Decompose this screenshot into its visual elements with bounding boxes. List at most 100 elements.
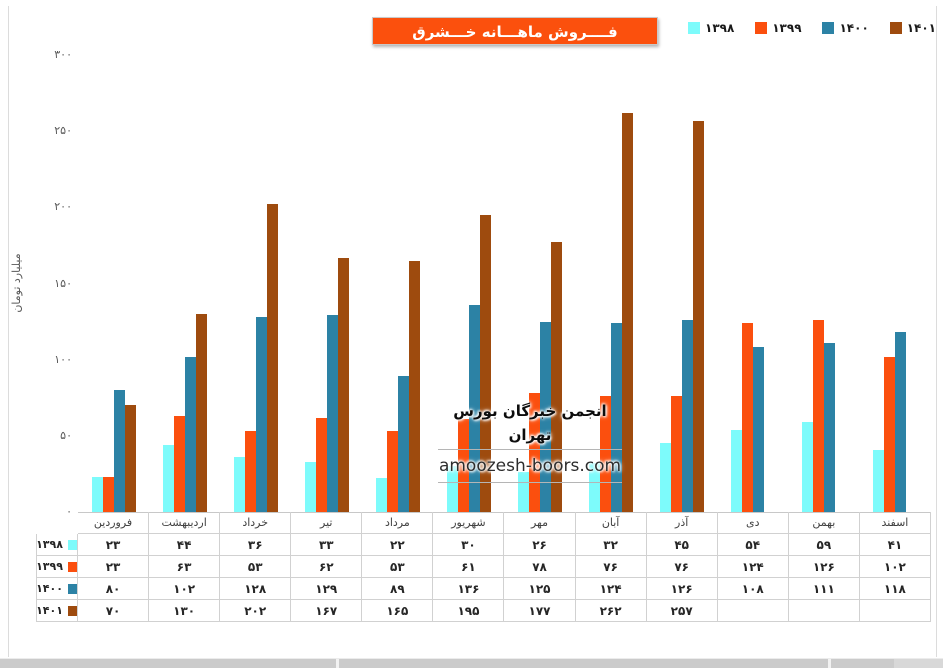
bar-3-3[interactable] (337, 257, 349, 512)
bar-1-0[interactable] (102, 476, 114, 512)
bar-3-6[interactable] (550, 242, 562, 512)
watermark: انجمن خبرگان بورس تهران amoozesh-boors.c… (438, 399, 622, 485)
bar-0-0[interactable] (91, 476, 103, 512)
bar-2-4[interactable] (397, 376, 409, 512)
bar-1-11[interactable] (884, 356, 896, 512)
bar-3-4[interactable] (408, 260, 420, 512)
bar-2-1[interactable] (184, 356, 196, 512)
bar-0-6[interactable] (517, 472, 529, 512)
legend-item-2[interactable]: ۱۴۰۰ (822, 21, 869, 35)
bar-3-2[interactable] (266, 204, 278, 512)
bottom-strip (0, 658, 943, 668)
table-cell: ۱۲۶ (646, 578, 718, 600)
bar-0-4[interactable] (375, 478, 387, 512)
bar-0-8[interactable] (660, 443, 672, 512)
table-cell: ۷۶ (575, 556, 647, 578)
table-cell: ۱۱۱ (788, 578, 860, 600)
table-year-text: ۱۴۰۰ (36, 582, 63, 595)
table-cell: ۱۳۰ (149, 600, 221, 622)
table-cell: ۵۳ (362, 556, 434, 578)
bar-0-10[interactable] (802, 422, 814, 512)
bottom-strip-right-segment (894, 659, 943, 668)
watermark-url-text: amoozesh-boors.com (438, 456, 622, 476)
bar-2-0[interactable] (113, 390, 125, 512)
bar-1-7[interactable] (600, 396, 612, 512)
bar-3-8[interactable] (693, 120, 705, 512)
table-cell (717, 600, 789, 622)
bar-2-3[interactable] (326, 315, 338, 512)
table-cell: ۷۶ (646, 556, 718, 578)
legend-item-0[interactable]: ۱۳۹۸ (688, 21, 734, 35)
bar-0-3[interactable] (304, 461, 316, 512)
table-year-label: ۱۴۰۰ (36, 578, 78, 600)
legend-item-3[interactable]: ۱۴۰۱ (889, 21, 936, 35)
table-cell: ۷۸ (504, 556, 576, 578)
y-tick-label: ۲۰۰ (54, 200, 72, 214)
table-cell: ۱۲۵ (504, 578, 576, 600)
bottom-strip-separator (336, 659, 339, 668)
bar-3-0[interactable] (124, 405, 136, 512)
table-cell: ۱۳۶ (433, 578, 505, 600)
bar-3-7[interactable] (622, 112, 634, 512)
bar-3-5[interactable] (479, 214, 491, 512)
table-cell: ۱۲۶ (788, 556, 860, 578)
table-cell: ۳۳ (291, 534, 363, 556)
table-cell: ۵۹ (788, 534, 860, 556)
bar-1-1[interactable] (173, 416, 185, 512)
table-cell: ۱۲۹ (291, 578, 363, 600)
table-cell: ۲۲ (362, 534, 434, 556)
table-cell: ۶۲ (291, 556, 363, 578)
bar-0-1[interactable] (162, 444, 174, 512)
bar-1-5[interactable] (457, 419, 469, 512)
bar-1-4[interactable] (386, 431, 398, 512)
table-cell: ۴۱ (859, 534, 931, 556)
table-cell: ۱۰۲ (149, 578, 221, 600)
table-month-header: فروردین (78, 512, 150, 534)
y-tick-label: ۱۵۰ (54, 276, 72, 290)
bar-2-2[interactable] (255, 317, 267, 512)
table-cell: ۲۵۷ (646, 600, 718, 622)
bar-2-6[interactable] (539, 321, 551, 512)
y-tick-label: ۰ (66, 505, 72, 518)
bar-2-7[interactable] (611, 323, 623, 512)
bar-2-11[interactable] (895, 332, 907, 512)
bar-2-8[interactable] (682, 320, 694, 512)
bar-1-3[interactable] (315, 417, 327, 512)
bar-0-5[interactable] (446, 466, 458, 512)
bar-0-11[interactable] (873, 449, 885, 512)
bottom-strip-separator (828, 659, 831, 668)
table-cell: ۲۶ (504, 534, 576, 556)
table-year-text: ۱۳۹۹ (36, 560, 63, 573)
bar-1-9[interactable] (742, 323, 754, 512)
y-axis-title: میلیارد تومان (10, 253, 23, 313)
table-key-swatch (67, 561, 77, 572)
bar-0-2[interactable] (233, 457, 245, 512)
bar-0-9[interactable] (731, 429, 743, 512)
bar-1-8[interactable] (671, 396, 683, 512)
bar-2-9[interactable] (753, 347, 765, 512)
bar-0-7[interactable] (589, 463, 601, 512)
table-cell: ۱۰۲ (859, 556, 931, 578)
table-cell: ۲۰۲ (220, 600, 292, 622)
y-tick-label: ۱۰۰ (54, 352, 72, 366)
table-key-swatch (67, 605, 77, 616)
legend-swatch (889, 22, 902, 34)
table-cell: ۲۳ (78, 534, 150, 556)
table-cell: ۶۳ (149, 556, 221, 578)
table-cell: ۳۲ (575, 534, 647, 556)
bar-3-1[interactable] (195, 313, 207, 512)
legend-item-1[interactable]: ۱۳۹۹ (755, 21, 802, 35)
table-month-header: مرداد (362, 512, 434, 534)
table-cell: ۱۱۸ (859, 578, 931, 600)
bar-2-10[interactable] (824, 342, 836, 512)
bar-1-6[interactable] (528, 393, 540, 512)
watermark-divider-bottom (438, 482, 622, 483)
table-cell: ۱۶۵ (362, 600, 434, 622)
table-corner-cell (36, 512, 78, 534)
bar-2-5[interactable] (468, 304, 480, 512)
bar-1-10[interactable] (813, 320, 825, 512)
table-cell: ۳۰ (433, 534, 505, 556)
chart-title[interactable]: فــــروش ماهـــانه خـــشرق (372, 17, 658, 45)
table-year-label: ۱۴۰۱ (36, 600, 78, 622)
bar-1-2[interactable] (244, 431, 256, 512)
